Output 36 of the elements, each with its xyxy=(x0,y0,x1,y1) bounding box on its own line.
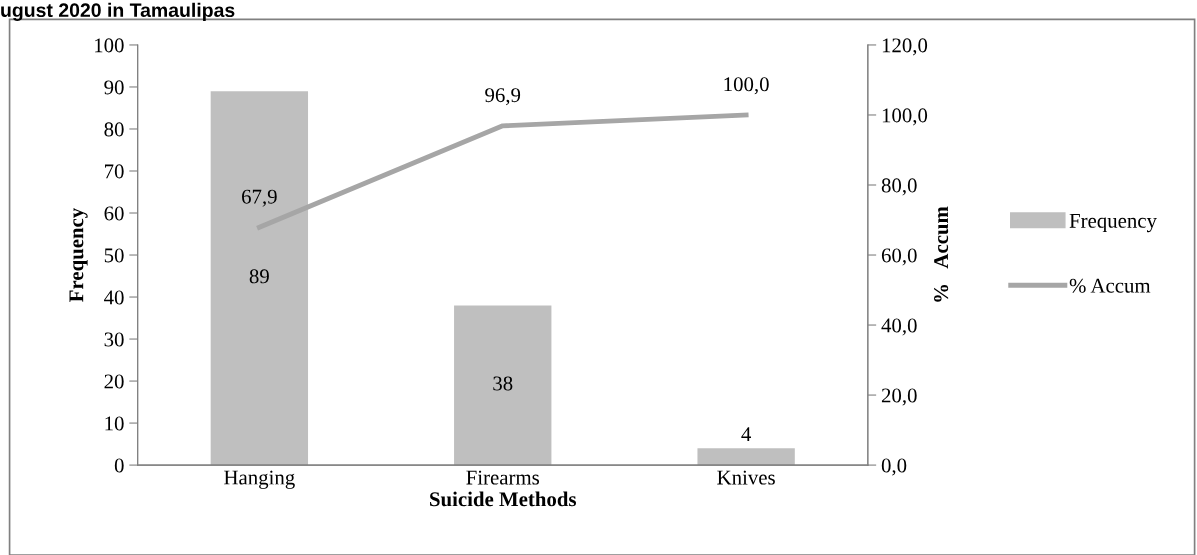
y-tick-label: 60 xyxy=(104,206,124,221)
data-label: 96,9 xyxy=(485,88,521,106)
y-tick-label: 40 xyxy=(104,290,124,305)
x-tick-label: Hanging xyxy=(224,470,295,489)
legend-label: % Accum xyxy=(1069,278,1151,293)
data-label: 100,0 xyxy=(724,77,769,95)
x-tick-label: Knives xyxy=(717,470,775,485)
y-tick-label: 30 xyxy=(104,332,124,347)
data-label: 67,9 xyxy=(242,189,277,207)
y2-tick-label: 60,0 xyxy=(881,248,917,266)
x-tick-label: Firearms xyxy=(466,470,540,485)
y2-tick-label: 80,0 xyxy=(881,178,917,196)
y-tick-label: 80 xyxy=(104,122,124,137)
y-tick-label: 0 xyxy=(114,458,124,473)
y2-tick-label: 0,0 xyxy=(881,458,907,476)
chart-title: ugust 2020 in Tamaulipas xyxy=(1,2,235,21)
legend-label: Frequency xyxy=(1069,214,1157,233)
bar xyxy=(697,448,795,466)
y-axis-title: Frequency xyxy=(69,207,88,302)
y2-tick-label: 100,0 xyxy=(882,108,928,126)
y-tick-label: 100 xyxy=(95,38,124,53)
y-tick-label: 70 xyxy=(105,164,124,179)
y2-tick-label: 120,0 xyxy=(882,38,928,56)
data-label: 4 xyxy=(741,427,752,442)
y-tick-label: 50 xyxy=(104,248,124,263)
y2-tick-label: 40,0 xyxy=(881,318,917,336)
bar xyxy=(454,305,552,466)
data-label: 89 xyxy=(249,269,269,284)
y-tick-label: 90 xyxy=(104,80,124,95)
x-axis-title: Suicide Methods xyxy=(430,491,577,507)
data-label: 38 xyxy=(493,376,513,391)
y2-axis-title: % Accum xyxy=(934,206,949,302)
y2-tick-label: 20,0 xyxy=(881,388,917,406)
y-tick-label: 20 xyxy=(104,374,124,389)
y-tick-label: 10 xyxy=(105,416,124,431)
bar xyxy=(210,91,309,466)
